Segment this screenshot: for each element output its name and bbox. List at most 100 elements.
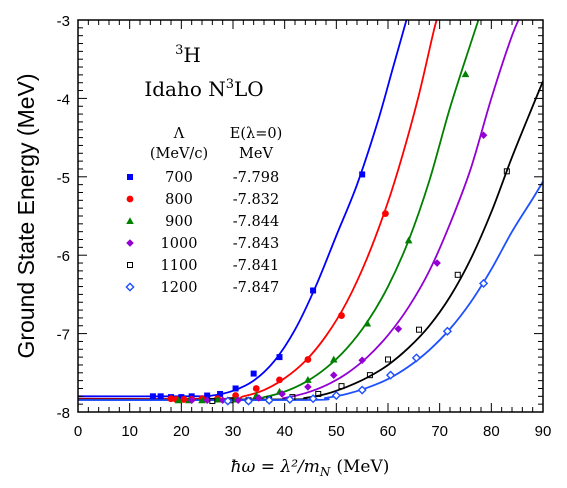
x-axis-label-unit: (MeV)	[336, 457, 389, 477]
x-tick-label: 80	[483, 423, 500, 440]
data-point-800	[304, 356, 312, 363]
data-point-1000	[479, 131, 488, 140]
data-point-900	[461, 70, 470, 78]
data-point-1100	[366, 372, 373, 379]
data-point-800	[252, 385, 260, 392]
data-point-800	[180, 396, 188, 403]
x-axis-label-subscript: N	[319, 465, 331, 479]
legend-marker-1200	[125, 282, 135, 292]
axis-ticks: 0 10 20 30 40 50 60 70 80 90 -8 -7 -6 -5 -4 -3	[57, 13, 552, 440]
data-point-800	[382, 210, 389, 218]
chart-title: 3H Idaho N3LO	[144, 43, 263, 101]
data-point-1100	[454, 271, 461, 278]
x-tick-label: 0	[74, 423, 82, 440]
data-point-1000	[394, 325, 403, 333]
y-tick-label: -4	[57, 91, 70, 108]
x-tick-label: 30	[225, 423, 242, 440]
data-point-800	[338, 312, 345, 319]
curve-1200	[78, 181, 543, 402]
data-point-1200	[308, 394, 318, 404]
data-point-900	[198, 396, 206, 404]
title-potential-sup: 3	[226, 77, 234, 92]
data-point-1200	[264, 395, 274, 405]
data-point-1000	[304, 383, 312, 391]
legend-header-lambda: Λ	[173, 126, 185, 142]
data-point-900	[404, 236, 413, 244]
data-point-900	[363, 319, 372, 327]
data-point-1000	[255, 394, 263, 402]
legend-lambda-1200: 1200	[161, 280, 198, 296]
data-point-1100	[209, 398, 216, 405]
fit-curves	[78, 20, 543, 402]
legend-rows: 700 -7.798 800 -7.832 900 -7.844 1000 -7.843 110…	[125, 170, 279, 296]
x-tick-label: 60	[380, 423, 397, 440]
title-nucleus-symbol: H	[183, 43, 200, 67]
legend-energy-700: -7.798	[233, 170, 279, 186]
legend-lambda-1100: 1100	[161, 258, 198, 274]
legend-energy-1000: -7.843	[233, 236, 279, 252]
legend-energy-800: -7.832	[233, 192, 279, 208]
data-point-1200	[442, 326, 453, 336]
legend-marker-700	[127, 174, 133, 180]
legend-lambda-800: 800	[165, 192, 193, 208]
data-point-1200	[411, 353, 422, 363]
data-point-1200	[478, 278, 489, 289]
legend-energy-900: -7.844	[233, 214, 279, 230]
data-point-1200	[285, 394, 295, 405]
data-markers	[149, 70, 510, 406]
data-point-700	[250, 370, 257, 377]
data-point-900	[304, 376, 312, 383]
data-point-1100	[416, 326, 422, 333]
y-tick-label: -5	[57, 170, 70, 187]
title-nucleus: 3H	[175, 43, 201, 67]
legend-marker-800	[126, 195, 134, 203]
x-tick-label: 50	[328, 423, 345, 440]
x-tick-label: 10	[121, 423, 138, 440]
data-point-700	[359, 171, 366, 178]
x-axis-label-main: ħω = λ²/m	[231, 457, 320, 477]
data-point-900	[213, 395, 222, 403]
legend: Λ (MeV/c) E(λ=0) MeV 700 -7.798 800 -7.832 9…	[125, 126, 282, 296]
data-point-700	[310, 287, 317, 294]
legend-lambda-1000: 1000	[161, 236, 198, 252]
y-tick-label: -3	[57, 13, 70, 30]
title-potential-tail: LO	[234, 77, 264, 101]
data-point-700	[276, 354, 283, 361]
curve-1100	[78, 80, 543, 401]
data-point-900	[174, 396, 183, 404]
title-potential: Idaho N3LO	[144, 77, 263, 101]
data-point-800	[276, 376, 283, 384]
legend-energy-1200: -7.847	[233, 280, 279, 296]
y-tick-label: -7	[57, 327, 70, 344]
data-point-1200	[223, 396, 233, 406]
data-point-1000	[218, 396, 227, 405]
data-point-1100	[385, 356, 391, 363]
data-point-1200	[357, 385, 367, 395]
legend-energy-1100: -7.841	[233, 258, 279, 274]
legend-marker-1000	[126, 239, 134, 247]
x-tick-label: 70	[431, 423, 448, 440]
data-point-700	[204, 392, 211, 399]
x-tick-label: 40	[276, 423, 293, 440]
x-axis-label: ħω = λ²/mN (MeV)	[231, 457, 390, 479]
curve-800	[78, 20, 438, 400]
data-point-900	[329, 355, 338, 363]
legend-marker-900	[126, 217, 134, 225]
x-tick-label: 20	[173, 423, 190, 440]
data-point-800	[167, 395, 175, 403]
data-point-1000	[278, 390, 286, 398]
y-axis-label: Ground State Energy (MeV)	[13, 73, 39, 358]
data-point-1200	[385, 370, 396, 380]
title-nucleus-sup: 3	[175, 43, 183, 58]
legend-header-energy-unit: MeV	[239, 146, 273, 162]
data-point-1000	[187, 396, 196, 405]
data-point-700	[157, 393, 164, 400]
x-tick-label: 90	[535, 423, 552, 440]
curve-1000	[78, 20, 520, 401]
data-point-1100	[503, 168, 510, 175]
legend-header-energy: E(λ=0)	[230, 126, 282, 142]
data-point-700	[232, 385, 239, 392]
y-tick-label: -8	[57, 405, 70, 422]
data-point-800	[232, 392, 239, 399]
data-point-1100	[315, 390, 322, 397]
